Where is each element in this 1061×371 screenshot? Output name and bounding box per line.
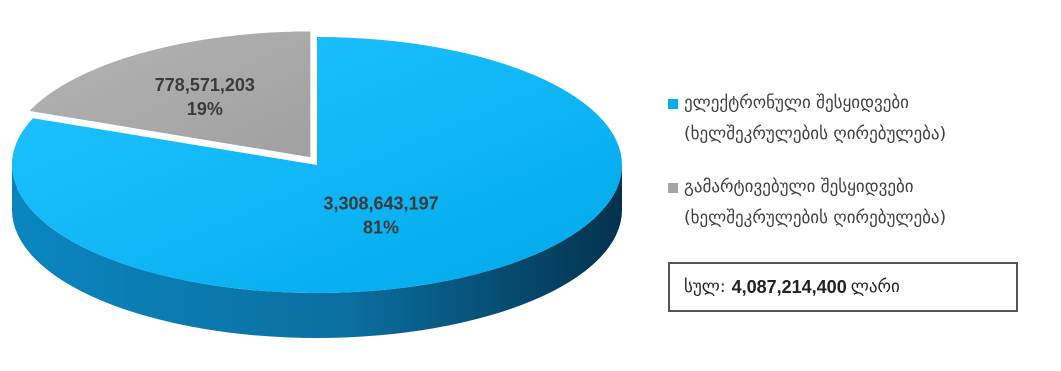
data-label-electronic-percent: 81% (363, 218, 399, 238)
pie-side-electronic (12, 165, 622, 338)
data-label-simplified-value: 778,571,203 (155, 75, 255, 95)
legend-sublabel-simplified: (ხელშეკრულების ღირებულება) (684, 208, 947, 228)
total-prefix: სულ: (684, 277, 726, 297)
pie-chart: 3,308,643,197 81% 778,571,203 19% (12, 29, 622, 338)
total-box: სულ: 4,087,214,400 ლარი (668, 262, 1018, 312)
legend-swatch-electronic (668, 99, 678, 109)
legend-label-electronic: ელექტრონული შესყიდვები (684, 93, 909, 113)
pie-slice-simplified (25, 29, 313, 160)
legend-swatch-simplified (668, 183, 678, 193)
data-label-electronic-value: 3,308,643,197 (323, 194, 438, 214)
data-label-simplified-percent: 19% (187, 99, 223, 119)
total-value: 4,087,214,400 (731, 276, 847, 297)
pie-slice-electronic (12, 37, 622, 293)
legend-label-simplified: გამარტივებული შესყიდვები (684, 177, 914, 197)
legend-item-simplified: გამარტივებული შესყიდვები (ხელშეკრულების … (668, 172, 1058, 234)
legend-sublabel-electronic: (ხელშეკრულების ღირებულება) (684, 124, 947, 144)
legend-item-electronic: ელექტრონული შესყიდვები (ხელშეკრულების ღი… (668, 88, 1058, 150)
legend: ელექტრონული შესყიდვები (ხელშეკრულების ღი… (668, 88, 1058, 256)
total-unit: ლარი (850, 277, 900, 297)
